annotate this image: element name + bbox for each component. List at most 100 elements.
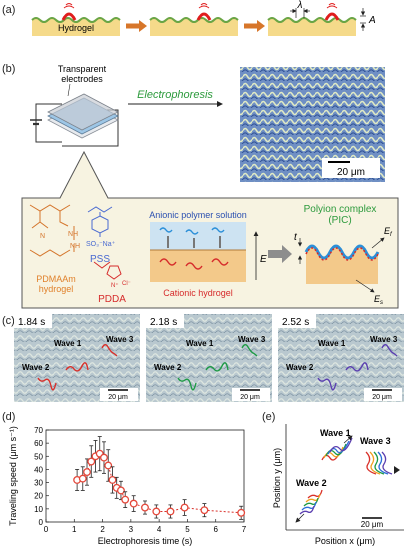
surface-wrinkle-1 xyxy=(31,17,121,23)
scalebar-box xyxy=(364,388,402,401)
y-tick-label: 10 xyxy=(34,505,43,514)
wave3-direction-arrow xyxy=(394,466,400,474)
backbone-line xyxy=(87,206,113,213)
data-point xyxy=(117,486,125,495)
trajectory-line xyxy=(307,489,323,499)
scalebar-box xyxy=(232,388,270,401)
x-axis-label: Electrophoresis time (s) xyxy=(98,536,193,546)
time-box xyxy=(278,314,316,328)
wave3-label: Wave 3 xyxy=(106,335,134,344)
wave1-label: Wave 1 xyxy=(320,428,351,438)
pdda-label: PDDA xyxy=(98,294,126,305)
panel-c-frames: 1.84 s Wave 1 Wave 2 Wave 3 20 μm 2.18 s Wave … xyxy=(14,314,404,402)
wave-crest-1 xyxy=(61,12,77,21)
panel-label-d: (d) xyxy=(2,411,15,423)
scalebar-label: 20 μm xyxy=(108,394,128,401)
pss-label: PSS xyxy=(90,254,110,265)
callout-line xyxy=(67,83,71,97)
x-tick-label: 1 xyxy=(72,525,77,534)
anionic-label: Anionic polymer solution xyxy=(149,210,247,220)
chloride-label: Cl⁻ xyxy=(122,281,131,287)
thickness-label: t xyxy=(294,232,298,243)
time-label: 1.84 s xyxy=(18,317,45,328)
wave-crest-2 xyxy=(196,12,212,21)
pyrrolidinium-ring xyxy=(106,265,122,280)
trajectory-line xyxy=(329,437,353,453)
pic-abbr: (PIC) xyxy=(328,215,351,226)
data-point xyxy=(100,453,108,462)
amide-n-label: N xyxy=(40,233,45,240)
trajectory-line xyxy=(373,451,385,475)
x-tick-label: 7 xyxy=(242,525,247,534)
pic-crosslink xyxy=(305,247,379,261)
migration-arrows xyxy=(167,236,221,248)
wave1-label: Wave 1 xyxy=(186,339,214,348)
hydrogel-stage-2 xyxy=(149,3,239,36)
hydrogel-block-3 xyxy=(268,18,356,36)
trajectory-line xyxy=(301,501,317,511)
wave3-trace xyxy=(101,344,118,357)
frame-1: 1.84 s Wave 1 Wave 2 Wave 3 20 μm xyxy=(14,314,140,402)
hydrogel-block-2 xyxy=(150,18,238,36)
scalebar-label: 20 μm xyxy=(337,167,365,178)
data-point xyxy=(129,499,138,508)
sulfonate-label: SO₃⁻Na⁺ xyxy=(86,241,116,248)
scalebar-label: 20 μm xyxy=(240,394,260,401)
y-tick-label: 40 xyxy=(34,465,43,474)
amide-nh-label: NH xyxy=(70,243,80,250)
y-tick-label: 50 xyxy=(34,452,43,461)
side-group-line xyxy=(31,211,49,229)
y-tick-label: 60 xyxy=(34,439,43,448)
x-tick-label: 5 xyxy=(185,525,190,534)
field-label: E xyxy=(260,254,267,265)
data-point xyxy=(166,507,175,516)
data-point xyxy=(78,474,87,483)
wrinkle-micrograph xyxy=(278,314,404,402)
panel-a: Hydrogel λ A xyxy=(31,0,376,36)
reaction-cell: Anionic polymer solution Cationic hydrog… xyxy=(149,210,292,298)
frame-3: 2.52 s Wave 1 Wave 2 Wave 3 20 μm xyxy=(278,314,404,402)
wave2-label: Wave 2 xyxy=(154,363,182,372)
amide-nh-label: NH xyxy=(68,231,78,238)
backbone-line xyxy=(29,204,71,212)
data-point xyxy=(180,503,189,512)
trajectory-line xyxy=(369,451,381,475)
data-point xyxy=(108,475,117,484)
panel-b-setup: Transparent electrodes Electrophoresis 2… xyxy=(30,64,385,182)
data-point xyxy=(237,508,246,517)
nitrogen-label: N⁺ xyxy=(111,282,119,289)
trajectory-line xyxy=(299,505,315,515)
cationic-chains xyxy=(159,258,229,270)
wave3-trace xyxy=(241,344,258,357)
pic-layer xyxy=(304,244,380,260)
scalebar-label: 20 μm xyxy=(361,520,384,529)
wrinkle-micrograph xyxy=(146,314,272,402)
panel-e-trajectories: Position x (μm) Position y (μm) Wave 1 W… xyxy=(272,424,404,546)
data-point xyxy=(121,495,130,504)
substrate-modulus-arrow xyxy=(355,279,375,293)
wave2-trajectory xyxy=(299,489,323,515)
scalebar-label: 20 μm xyxy=(372,394,392,401)
wave3-label: Wave 3 xyxy=(238,335,266,344)
amplitude-label: A xyxy=(368,15,376,26)
data-point xyxy=(83,468,91,477)
wave1-trace xyxy=(345,362,369,372)
vibration-icon xyxy=(198,3,210,9)
wave2-label: Wave 2 xyxy=(286,363,314,372)
hydrogel-stage-1: Hydrogel xyxy=(31,3,121,36)
panel-label-b: (b) xyxy=(2,63,15,75)
panel-label-e: (e) xyxy=(262,411,275,423)
wave2-trace xyxy=(177,377,197,391)
wave1-trajectory xyxy=(321,437,353,461)
cationic-hydrogel xyxy=(150,250,246,282)
wave3-label: Wave 3 xyxy=(360,436,391,446)
pdmaam-label-line2: hydrogel xyxy=(39,284,74,294)
vibration-icon xyxy=(63,3,75,9)
x-tick-label: 6 xyxy=(213,525,218,534)
wave3-trajectory xyxy=(365,451,393,475)
data-point xyxy=(152,507,161,516)
time-label: 2.18 s xyxy=(150,317,177,328)
trajectory-line xyxy=(365,451,377,475)
